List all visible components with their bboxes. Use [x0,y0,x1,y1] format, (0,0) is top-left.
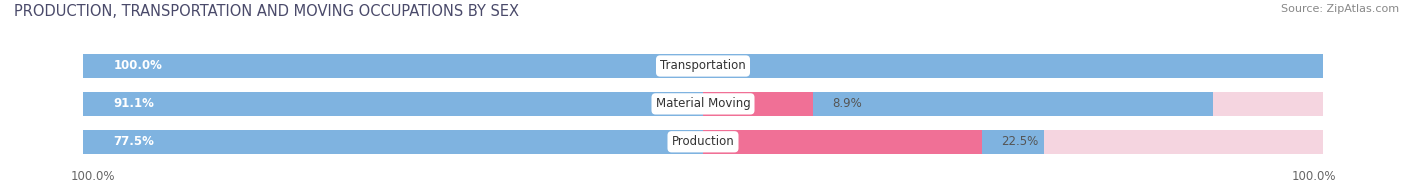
Bar [83,130,703,153]
Bar [83,54,703,78]
Bar [83,92,703,116]
Text: 100.0%: 100.0% [70,170,115,183]
Text: 8.9%: 8.9% [832,97,862,110]
Bar [83,130,1045,153]
Bar [83,92,1213,116]
Bar [83,130,1323,153]
Text: 0.0%: 0.0% [721,60,751,73]
Text: Material Moving: Material Moving [655,97,751,110]
Bar [703,92,814,116]
Bar [703,130,1323,153]
Text: Production: Production [672,135,734,148]
Bar [703,54,1323,78]
Text: 91.1%: 91.1% [114,97,155,110]
Bar [83,54,1323,78]
Text: 100.0%: 100.0% [1291,170,1336,183]
Text: 77.5%: 77.5% [114,135,155,148]
Text: PRODUCTION, TRANSPORTATION AND MOVING OCCUPATIONS BY SEX: PRODUCTION, TRANSPORTATION AND MOVING OC… [14,4,519,19]
Bar [703,130,983,153]
Bar [83,54,1323,78]
Bar [703,92,1323,116]
Text: 100.0%: 100.0% [114,60,163,73]
Text: Source: ZipAtlas.com: Source: ZipAtlas.com [1281,4,1399,14]
Text: Transportation: Transportation [661,60,745,73]
Text: 22.5%: 22.5% [1001,135,1038,148]
Bar [83,92,1323,116]
